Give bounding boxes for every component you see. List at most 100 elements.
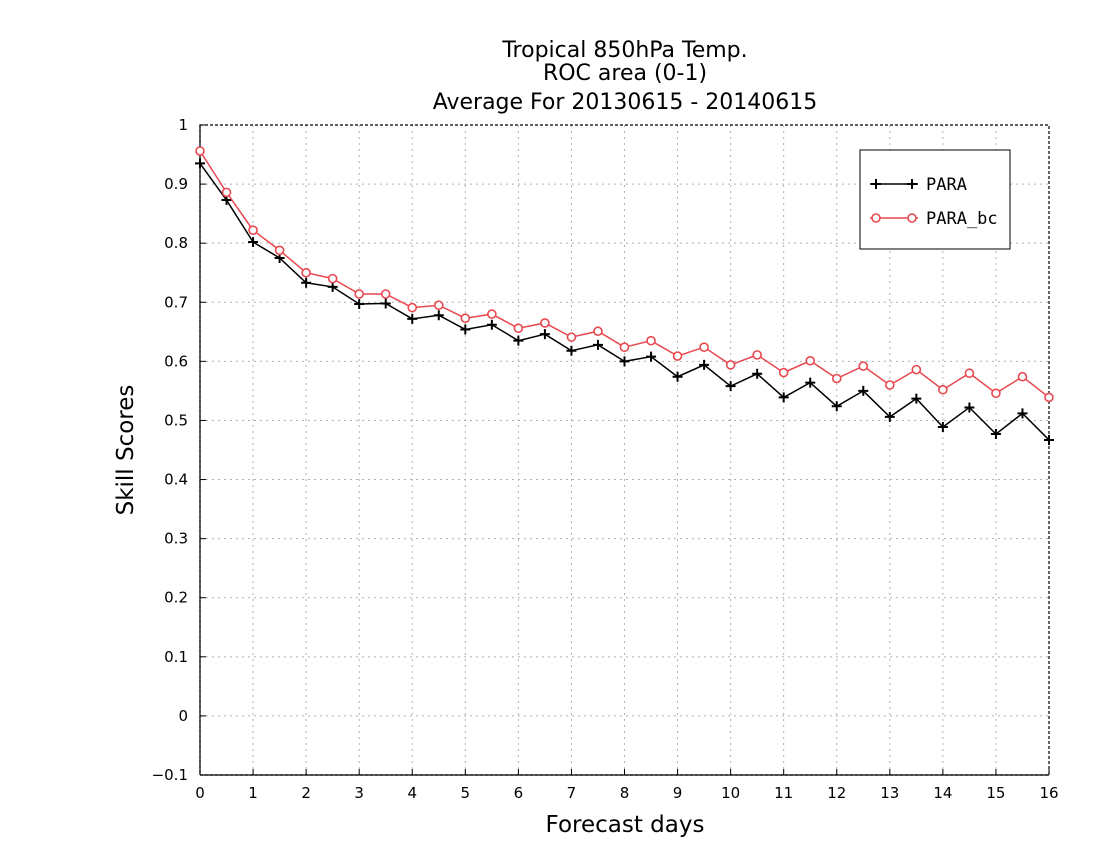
title-line-2: ROC area (0-1) — [543, 61, 707, 86]
data-point-para-bc — [274, 245, 285, 256]
data-point-para-bc — [858, 361, 869, 371]
data-point-para-bc — [938, 384, 948, 395]
y-tick-label: 0.5 — [164, 411, 188, 429]
chart-title: Tropical 850hPa Temp. ROC area (0-1) Ave… — [433, 38, 818, 115]
data-point-para-bc — [327, 273, 338, 284]
data-point-para-bc — [433, 300, 444, 311]
data-point-para-bc — [248, 225, 258, 235]
x-tick-label: 7 — [567, 784, 577, 802]
data-point-para-bc — [778, 367, 789, 378]
legend-label: PARA — [926, 175, 967, 195]
grid-lines — [200, 125, 1049, 775]
x-tick-label: 8 — [620, 784, 630, 802]
data-point-para — [884, 411, 895, 422]
data-point-para-bc — [407, 302, 418, 313]
legend-label: PARA_bc — [926, 209, 998, 229]
x-tick-label: 0 — [195, 784, 205, 802]
y-tick-label: 0.7 — [164, 293, 188, 311]
x-tick-label: 9 — [673, 784, 683, 802]
data-point-para — [592, 339, 603, 350]
data-point-para — [539, 329, 550, 340]
y-tick-label: 0.3 — [164, 530, 188, 548]
legend-marker — [871, 179, 881, 189]
data-point-para — [407, 313, 418, 324]
data-point-para-bc — [1044, 392, 1054, 403]
data-point-para — [354, 299, 365, 310]
x-tick-label: 13 — [880, 784, 899, 802]
y-tick-label: 0.9 — [164, 175, 188, 193]
y-tick-label: −0.1 — [152, 766, 188, 784]
data-point-para — [301, 277, 312, 288]
legend-entry-para: PARA — [870, 175, 967, 195]
data-point-para — [380, 298, 391, 309]
data-point-para-bc — [885, 380, 895, 390]
x-tick-label: 11 — [774, 784, 793, 802]
y-tick-label: 0.4 — [164, 471, 188, 489]
data-point-para — [672, 371, 683, 382]
data-point-para — [911, 393, 922, 404]
data-point-para-bc — [1017, 371, 1028, 382]
data-point-para — [460, 324, 471, 335]
data-point-para-bc — [619, 342, 630, 352]
x-tick-label: 2 — [301, 784, 311, 802]
data-point-para — [937, 421, 948, 432]
data-point-para — [1044, 434, 1054, 445]
title-line-1: Tropical 850hPa Temp. — [501, 38, 747, 63]
legend-box — [859, 149, 1011, 250]
data-point-para-bc — [911, 364, 922, 375]
data-point-para — [513, 335, 524, 346]
data-point-para-bc — [380, 289, 391, 299]
series-layer — [195, 146, 1054, 445]
data-point-para-bc — [725, 360, 736, 370]
data-point-para — [699, 359, 710, 370]
legend-marker — [907, 213, 917, 223]
x-tick-label: 12 — [827, 784, 846, 802]
data-point-para-bc — [540, 318, 550, 328]
data-point-para-bc — [672, 351, 683, 361]
data-point-para — [778, 392, 789, 403]
series-para-bc — [195, 146, 1054, 403]
data-point-para — [990, 429, 1001, 440]
y-tick-label: 0 — [178, 707, 188, 725]
data-point-para-bc — [487, 309, 497, 319]
data-point-para-bc — [460, 313, 471, 324]
data-point-para-bc — [301, 267, 311, 278]
x-tick-label: 3 — [354, 784, 364, 802]
data-point-para — [1017, 408, 1028, 419]
data-point-para — [646, 351, 657, 362]
x-tick-label: 1 — [248, 784, 258, 802]
data-point-para — [619, 356, 630, 367]
data-point-para-bc — [221, 187, 232, 198]
data-point-para-bc — [593, 326, 603, 337]
x-axis-label: Forecast days — [546, 812, 705, 838]
legend-entry-para-bc: PARA_bc — [870, 209, 998, 229]
axes — [199, 124, 1050, 776]
data-point-para — [964, 402, 975, 413]
data-point-para — [195, 158, 205, 169]
data-point-para-bc — [752, 350, 762, 360]
data-point-para-bc — [805, 355, 816, 366]
y-tick-labels: −0.1 0 0.1 0.2 0.3 0.4 0.5 0.6 0.7 0.8 0.9 1 — [152, 116, 188, 784]
data-point-para — [248, 237, 259, 247]
data-point-para — [486, 319, 497, 330]
data-point-para-bc — [991, 388, 1001, 399]
x-tick-labels: 0 1 2 3 4 5 6 7 8 9 10 11 12 13 14 15 16 — [195, 784, 1058, 802]
x-tick-label: 14 — [933, 784, 952, 802]
x-tick-label: 15 — [986, 784, 1005, 802]
y-tick-label: 0.6 — [164, 352, 188, 370]
legend-marker — [871, 213, 881, 223]
title-line-3: Average For 20130615 - 20140615 — [433, 90, 818, 115]
data-point-para-bc — [831, 373, 842, 384]
x-tick-label: 16 — [1039, 784, 1058, 802]
data-point-para-bc — [513, 323, 524, 334]
data-point-para — [805, 377, 816, 388]
y-tick-label: 0.2 — [164, 589, 188, 607]
y-tick-label: 1 — [178, 116, 188, 134]
data-point-para — [752, 368, 763, 379]
y-tick-label: 0.1 — [164, 648, 188, 666]
x-tick-label: 10 — [721, 784, 740, 802]
data-point-para — [858, 385, 869, 396]
legend-marker — [907, 179, 917, 189]
